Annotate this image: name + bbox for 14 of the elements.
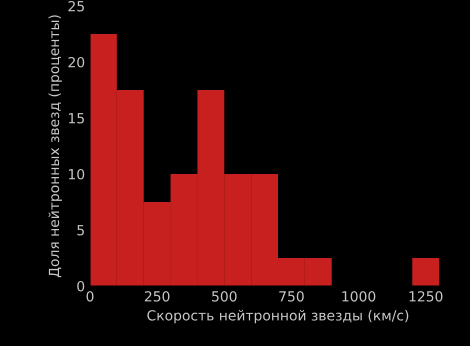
y-tick-label: 0 <box>77 280 84 292</box>
x-tick-label: 500 <box>212 291 237 302</box>
y-tick-label: 10 <box>68 168 84 180</box>
x-tick-label: 1000 <box>342 291 376 302</box>
x-tick-label: 750 <box>279 291 304 302</box>
y-tick-label: 15 <box>68 113 84 124</box>
y-axis-title: Доля нейтронных звезд (проценты) <box>48 15 62 278</box>
x-axis-title: Скорость нейтронной звезды (км/с) <box>147 310 408 324</box>
x-tick-label: 250 <box>144 291 170 302</box>
y-tick-label: 20 <box>68 56 84 68</box>
x-tick-label: 0 <box>86 291 94 302</box>
y-tick-label: 5 <box>77 225 84 236</box>
x-tick-label: 1250 <box>410 291 442 302</box>
y-tick-label: 25 <box>68 0 84 12</box>
